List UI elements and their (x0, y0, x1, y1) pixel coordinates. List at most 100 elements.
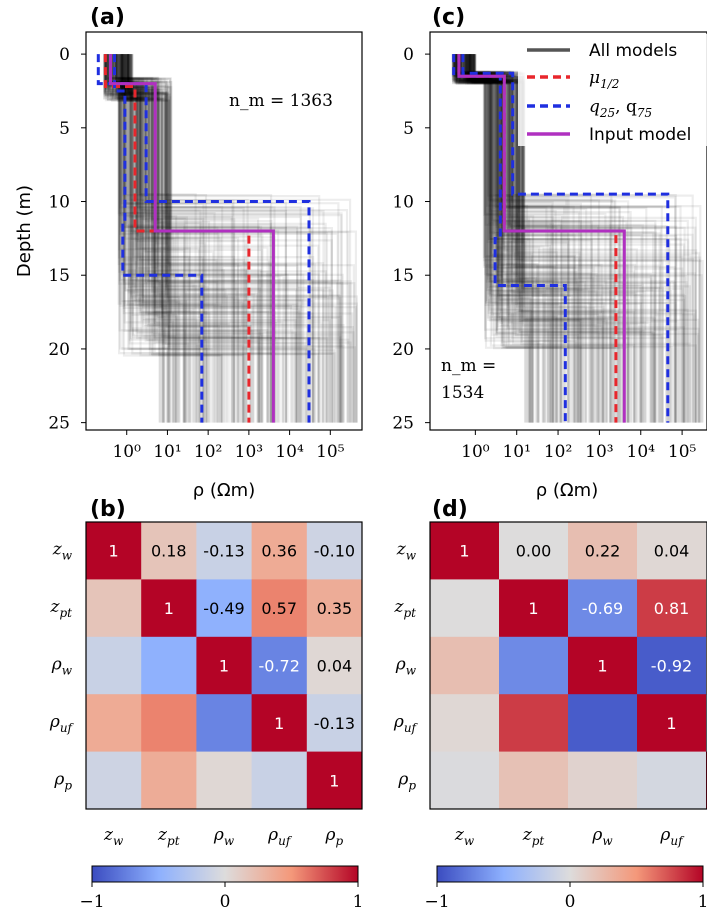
heatmap-cell (306, 751, 363, 810)
sample-model-line (120, 54, 342, 423)
sample-model-line (119, 54, 337, 423)
column-label: ρw (213, 825, 235, 848)
model-count-annotation-value: 1534 (441, 383, 484, 403)
heatmap-cell-value: 0.81 (654, 599, 690, 618)
heatmap-cell (499, 579, 569, 638)
sample-model-line (466, 54, 621, 423)
sample-model-line (113, 54, 298, 423)
heatmap-cell (86, 636, 142, 695)
x-tick-label: 10¹ (153, 442, 181, 462)
sample-model-line (126, 54, 336, 423)
sample-model-line (459, 54, 657, 423)
sample-model-line (120, 54, 315, 423)
sample-model-line (460, 54, 552, 423)
heatmap-cell (430, 636, 500, 695)
sample-model-line (473, 54, 655, 423)
sample-model-line (467, 54, 583, 423)
sample-model-line (110, 54, 272, 423)
heatmap-cell-value: 1 (459, 542, 469, 561)
sample-model-line (130, 54, 200, 423)
sample-model-line (455, 54, 557, 423)
x-tick-label: 10² (194, 442, 222, 462)
sample-model-line (106, 54, 299, 423)
sample-model-line (118, 54, 186, 423)
sample-model-line (458, 54, 564, 423)
heatmap-cells: 1 0.18 -0.13 0.36 -0.10 1 -0.49 0.57 0.35 1 -0.72 0… (86, 522, 363, 810)
x-tick-label: 10⁵ (668, 442, 697, 462)
heatmap-cell (637, 636, 707, 695)
sample-model-line (452, 54, 562, 423)
sample-model-line (466, 54, 661, 423)
sample-model-line (107, 54, 222, 423)
sample-model-line (119, 54, 342, 423)
x-tick-label: 10³ (585, 442, 613, 462)
sample-model-line (103, 54, 176, 423)
sample-model-line (123, 54, 222, 423)
sample-model-line (466, 54, 656, 423)
sample-model-line (458, 54, 629, 423)
sample-model-line (106, 54, 177, 423)
heatmap-cell (251, 694, 308, 753)
heatmap-cell (568, 636, 638, 695)
sample-model-line (451, 54, 630, 423)
sample-model-line (472, 54, 532, 423)
sample-model-line (117, 54, 269, 423)
column-label: ρuf (659, 825, 685, 848)
heatmap-cell-value: 0.04 (654, 542, 690, 561)
sample-model-line (114, 54, 355, 423)
sample-model-line (454, 54, 570, 423)
sample-model-line (103, 54, 171, 423)
heatmap-cell (637, 522, 707, 580)
sample-model-line (455, 54, 605, 423)
sample-model-line (126, 54, 331, 423)
sample-model-line (117, 54, 355, 423)
y-ticks: 0 5 10 15 20 25 (392, 45, 430, 434)
row-label: ρp (53, 769, 72, 792)
heatmap-cell (499, 751, 569, 810)
sample-model-line (109, 54, 253, 423)
sample-model-line (455, 54, 669, 423)
legend-box (518, 34, 707, 146)
column-label: ρw (591, 825, 613, 848)
row-label: ρuf (49, 712, 75, 735)
summary-lines (96, 54, 311, 423)
sample-model-line (111, 54, 272, 423)
sample-model-line (452, 54, 544, 423)
sample-model-line (127, 54, 172, 423)
heatmap-cell (306, 579, 363, 638)
sample-model-line (457, 54, 620, 423)
sample-model-line (124, 54, 237, 423)
heatmap-cell (430, 522, 500, 580)
sample-model-line (465, 54, 558, 423)
sample-model-line (459, 54, 570, 423)
x-ticks: 10⁰ 10¹ 10² 10³ 10⁴ 10⁵ (112, 430, 345, 462)
sample-model-line (118, 54, 169, 423)
sample-model-line (107, 54, 358, 423)
sample-model-line (473, 54, 607, 423)
sample-model-line (131, 54, 260, 423)
sample-model-line (453, 54, 642, 423)
sample-model-line (467, 54, 538, 423)
sample-model-line (108, 54, 350, 423)
sample-model-line (121, 54, 350, 423)
heatmap-cell-value: 1 (109, 542, 119, 561)
heatmap-cell (141, 636, 197, 695)
heatmap-cell (141, 522, 197, 580)
y-tick-label: 15 (392, 266, 414, 286)
sample-model-line (453, 54, 608, 423)
all-models-band (103, 54, 358, 423)
row-label: ρw (51, 655, 73, 678)
heatmap-cell (306, 694, 363, 753)
sample-model-line (468, 54, 636, 423)
quantile-line (96, 54, 311, 423)
sample-model-line (454, 54, 657, 423)
sample-model-line (454, 54, 527, 423)
sample-model-line (114, 54, 216, 423)
sample-model-line (129, 54, 235, 423)
sample-model-line (467, 54, 622, 423)
sample-model-line (107, 54, 241, 423)
sample-model-line (112, 54, 252, 423)
sample-model-line (469, 54, 612, 423)
sample-model-line (126, 54, 333, 423)
